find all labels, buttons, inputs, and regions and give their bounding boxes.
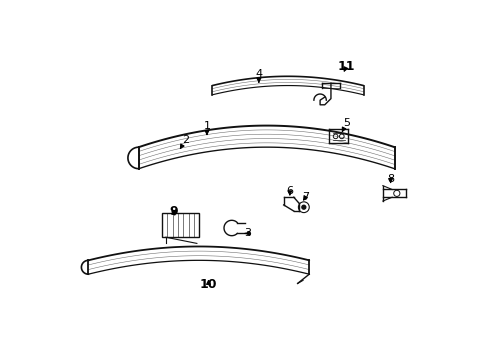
Text: 6: 6: [286, 186, 294, 196]
Circle shape: [302, 205, 306, 209]
Text: 7: 7: [302, 192, 309, 202]
Text: 10: 10: [200, 279, 217, 292]
Text: 3: 3: [245, 228, 251, 238]
Text: 5: 5: [343, 118, 350, 131]
Bar: [162, 213, 199, 237]
Text: 4: 4: [255, 69, 263, 82]
Text: 1: 1: [203, 121, 210, 135]
Text: 11: 11: [338, 60, 355, 73]
Text: 2: 2: [180, 135, 189, 148]
Text: 9: 9: [170, 204, 178, 217]
Text: 8: 8: [387, 175, 394, 184]
